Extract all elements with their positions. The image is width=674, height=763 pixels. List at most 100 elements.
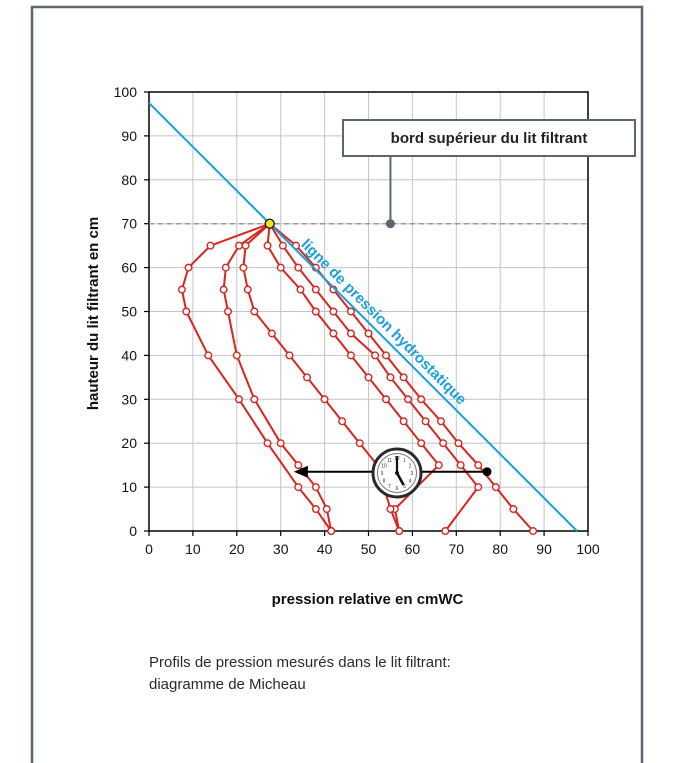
clock-numeral: 6 bbox=[396, 486, 399, 492]
profile-point bbox=[441, 527, 450, 536]
profile-point bbox=[399, 417, 408, 426]
x-tick-label: 70 bbox=[449, 541, 465, 557]
profile-point bbox=[296, 285, 305, 294]
bed-top-callout: bord supérieur du lit filtrant bbox=[342, 119, 636, 229]
x-tick-label: 100 bbox=[576, 541, 600, 557]
y-tick-label: 0 bbox=[129, 523, 137, 539]
profile-point bbox=[371, 351, 380, 360]
arrow-tail-dot bbox=[482, 467, 492, 477]
y-tick-label: 80 bbox=[121, 172, 137, 188]
clock-hour-hand bbox=[395, 471, 405, 486]
y-tick-label: 40 bbox=[121, 347, 137, 363]
arrow-head bbox=[293, 465, 308, 478]
profile-point bbox=[177, 285, 186, 294]
profile-point bbox=[294, 263, 303, 272]
clock-numeral: 9 bbox=[381, 471, 384, 477]
profile-point bbox=[267, 329, 276, 338]
profile-point bbox=[303, 373, 312, 382]
profile-point bbox=[294, 483, 303, 492]
profile-line bbox=[268, 223, 480, 532]
x-tick-label: 80 bbox=[492, 541, 508, 557]
profile-point bbox=[395, 527, 404, 536]
profile-point bbox=[327, 527, 336, 536]
profile-point bbox=[417, 439, 426, 448]
x-tick-label: 30 bbox=[273, 541, 289, 557]
y-tick-labels: 0 10 20 30 40 50 60 70 80 90 100 bbox=[114, 84, 149, 539]
x-tick-label: 20 bbox=[229, 541, 245, 557]
x-tick-label: 90 bbox=[536, 541, 552, 557]
clock-numeral: 5 bbox=[403, 484, 406, 490]
profile-point bbox=[491, 483, 500, 492]
profile-point bbox=[329, 329, 338, 338]
profile-point bbox=[219, 285, 228, 294]
caption-line-1: Profils de pression mesurés dans le lit … bbox=[149, 654, 451, 671]
y-tick-label: 100 bbox=[114, 84, 138, 100]
clock-numeral: 4 bbox=[409, 479, 412, 485]
profile-point bbox=[364, 373, 373, 382]
profile-point bbox=[454, 439, 463, 448]
profile-point bbox=[276, 263, 285, 272]
profile-point bbox=[311, 483, 320, 492]
clock-center bbox=[395, 471, 399, 475]
profile-point bbox=[184, 263, 193, 272]
profile-point bbox=[474, 483, 483, 492]
profile-line bbox=[222, 222, 333, 532]
profile-point bbox=[434, 461, 443, 470]
profile-point bbox=[456, 461, 465, 470]
profile-point bbox=[234, 241, 243, 250]
callout-box bbox=[342, 119, 636, 157]
y-tick-label: 10 bbox=[121, 479, 137, 495]
profile-point bbox=[322, 505, 331, 514]
clock-numeral: 3 bbox=[411, 471, 414, 477]
profile-point bbox=[294, 461, 303, 470]
profile-point bbox=[250, 395, 259, 404]
x-tick-label: 50 bbox=[361, 541, 377, 557]
clock-numeral: 1 bbox=[403, 458, 406, 464]
bed-top-label: bord supérieur du lit filtrant bbox=[391, 130, 588, 147]
profile-point bbox=[382, 395, 391, 404]
clock-numeral: 2 bbox=[409, 464, 412, 470]
profile-point bbox=[474, 461, 483, 470]
profile-point bbox=[509, 505, 518, 514]
profile-point bbox=[320, 395, 329, 404]
x-tick-label: 10 bbox=[185, 541, 201, 557]
pressure-profile-6 bbox=[177, 222, 336, 536]
profile-point bbox=[250, 307, 259, 316]
micheau-chart: 0 10 20 30 40 50 60 70 80 90 100 01020304050607080… bbox=[85, 84, 636, 608]
profile-point bbox=[221, 263, 230, 272]
profile-point bbox=[232, 351, 241, 360]
profile-point bbox=[421, 417, 430, 426]
profile-point bbox=[311, 307, 320, 316]
profile-point bbox=[529, 527, 538, 536]
profile-point bbox=[436, 417, 445, 426]
profile-point bbox=[399, 373, 408, 382]
y-tick-label: 90 bbox=[121, 128, 137, 144]
profile-point bbox=[182, 307, 191, 316]
frame-border bbox=[30, 5, 644, 763]
profile-point bbox=[329, 307, 338, 316]
x-tick-labels: 0 10 20 30 40 50 60 70 80 90 100 bbox=[145, 531, 600, 557]
profile-point bbox=[346, 307, 355, 316]
profile-point bbox=[263, 241, 272, 250]
profile-point bbox=[243, 285, 252, 294]
profile-point bbox=[234, 395, 243, 404]
profile-point bbox=[285, 351, 294, 360]
profile-point bbox=[417, 395, 426, 404]
hydrostatic-line bbox=[148, 102, 578, 532]
figure-caption: Profils de pression mesurés dans le lit … bbox=[149, 652, 619, 696]
x-axis-label: pression relative en cmWC bbox=[272, 591, 464, 608]
clock-numeral: 10 bbox=[381, 464, 387, 470]
profile-point bbox=[239, 263, 248, 272]
callout-dot bbox=[385, 219, 395, 229]
profile-point bbox=[263, 439, 272, 448]
y-tick-label: 70 bbox=[121, 216, 137, 232]
caption-line-2: diagramme de Micheau bbox=[149, 676, 306, 693]
profile-point bbox=[439, 439, 448, 448]
clock-numeral: 11 bbox=[387, 458, 392, 464]
profile-point bbox=[311, 505, 320, 514]
profile-point bbox=[386, 373, 395, 382]
profile-point bbox=[355, 439, 364, 448]
profile-line bbox=[266, 223, 440, 532]
profile-point bbox=[204, 351, 213, 360]
profile-point bbox=[278, 241, 287, 250]
